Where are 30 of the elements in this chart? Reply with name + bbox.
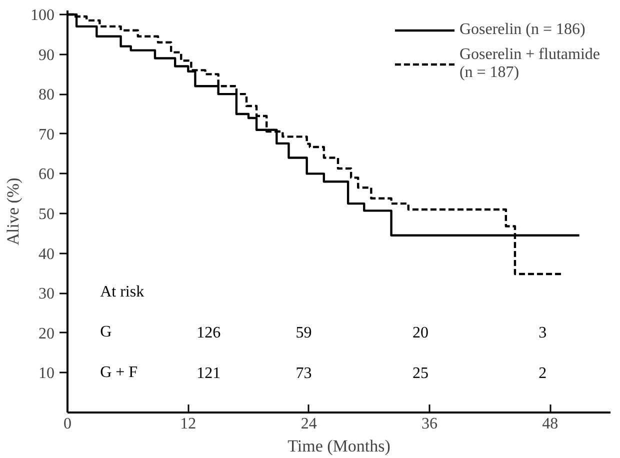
- legend-label: Goserelin + flutamide (n = 187): [459, 46, 600, 82]
- y-tick-label: 30: [38, 286, 54, 303]
- x-tick-label: 12: [180, 416, 196, 432]
- annotation: 25: [412, 364, 428, 382]
- annotation: 20: [412, 324, 428, 342]
- annotation: 2: [538, 364, 547, 382]
- y-tick-label: 40: [38, 246, 54, 263]
- y-axis-title: Alive (%): [4, 178, 22, 246]
- annotation: 3: [538, 324, 547, 342]
- annotation: 73: [296, 364, 312, 382]
- y-tick-label: 10: [38, 365, 54, 382]
- annotation: At risk: [100, 283, 144, 300]
- x-tick-label: 0: [64, 416, 72, 432]
- y-tick-label: 20: [38, 325, 54, 342]
- annotation: G: [100, 324, 112, 341]
- annotation: 121: [196, 364, 221, 382]
- y-tick-label: 100: [30, 6, 54, 24]
- x-tick-label: 48: [542, 416, 558, 432]
- y-tick-label: 50: [38, 206, 54, 223]
- annotation: G + F: [100, 364, 138, 381]
- y-tick-label: 90: [38, 46, 54, 64]
- annotation: 126: [196, 324, 221, 342]
- x-tick-label: 24: [300, 416, 317, 432]
- y-tick-label: 80: [38, 86, 54, 104]
- annotation: 59: [296, 324, 312, 342]
- y-tick-label: 70: [38, 126, 54, 144]
- y-tick-label: 60: [38, 166, 54, 184]
- legend-label: Goserelin (n = 186): [459, 21, 586, 39]
- x-tick-label: 36: [422, 416, 438, 432]
- x-axis-title: Time (Months): [288, 436, 390, 456]
